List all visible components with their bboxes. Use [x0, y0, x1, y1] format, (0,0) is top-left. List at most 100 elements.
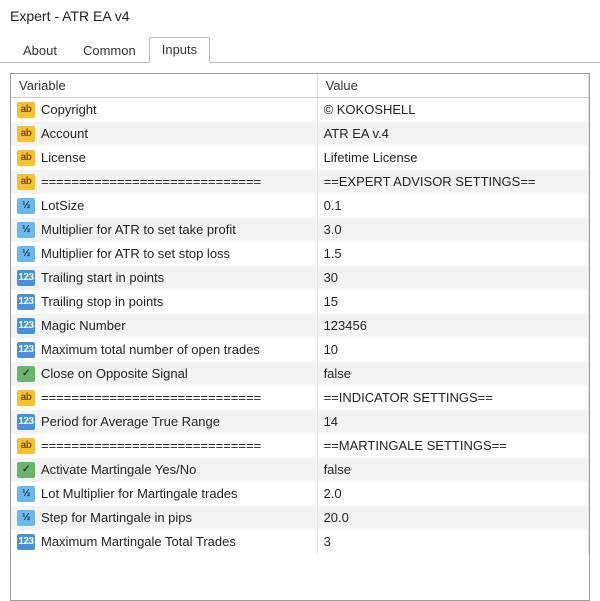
variable-cell: 123 Maximum Martingale Total Trades — [11, 530, 317, 554]
variable-label: Maximum Martingale Total Trades — [41, 534, 236, 549]
table-row[interactable]: ½ Step for Martingale in pips 20.0 — [11, 506, 589, 530]
table-row[interactable]: ab Account ATR EA v.4 — [11, 122, 589, 146]
value-cell[interactable]: Lifetime License — [317, 146, 588, 170]
value-cell[interactable]: ATR EA v.4 — [317, 122, 588, 146]
double-icon: ½ — [17, 486, 35, 502]
variable-cell: ab============================= — [11, 170, 317, 194]
variable-label: Trailing start in points — [41, 270, 164, 285]
variable-label: Maximum total number of open trades — [41, 342, 260, 357]
value-cell[interactable]: 3.0 — [317, 218, 588, 242]
variable-label: ============================= — [41, 438, 261, 453]
variable-cell: ab ============================= — [11, 386, 317, 410]
value-cell[interactable]: 20.0 — [317, 506, 588, 530]
table-row[interactable]: 123Trailing stop in points15 — [11, 290, 589, 314]
variable-label: Multiplier for ATR to set take profit — [41, 222, 236, 237]
int-icon: 123 — [17, 534, 35, 550]
variable-cell: 123 Magic Number — [11, 314, 317, 338]
int-icon: 123 — [17, 318, 35, 334]
variable-cell: ½ Step for Martingale in pips — [11, 506, 317, 530]
string-icon: ab — [17, 102, 35, 118]
string-icon: ab — [17, 150, 35, 166]
value-cell[interactable]: 14 — [317, 410, 588, 434]
variable-label: Close on Opposite Signal — [41, 366, 188, 381]
variable-label: Lot Multiplier for Martingale trades — [41, 486, 238, 501]
variable-cell: ½ Multiplier for ATR to set stop loss — [11, 242, 317, 266]
variable-cell: ½ Lot Multiplier for Martingale trades — [11, 482, 317, 506]
value-cell[interactable]: 10 — [317, 338, 588, 362]
table-row[interactable]: ✓ Activate Martingale Yes/No false — [11, 458, 589, 482]
value-cell[interactable]: false — [317, 362, 588, 386]
value-cell[interactable]: 0.1 — [317, 194, 588, 218]
variable-cell: 123 Trailing start in points — [11, 266, 317, 290]
table-row[interactable]: ab License Lifetime License — [11, 146, 589, 170]
double-icon: ½ — [17, 198, 35, 214]
variable-label: Multiplier for ATR to set stop loss — [41, 246, 230, 261]
table-row[interactable]: ½ Multiplier for ATR to set take profit 3.… — [11, 218, 589, 242]
table-row[interactable]: ½ LotSize 0.1 — [11, 194, 589, 218]
string-icon: ab — [17, 390, 35, 406]
table-row[interactable]: 123 Magic Number 123456 — [11, 314, 589, 338]
value-cell[interactable]: © KOKOSHELL — [317, 98, 588, 122]
tab-about[interactable]: About — [10, 38, 70, 63]
int-icon: 123 — [17, 294, 35, 310]
table-row[interactable]: 123 Maximum Martingale Total Trades 3 — [11, 530, 589, 554]
variable-cell: ½ Multiplier for ATR to set take profit — [11, 218, 317, 242]
double-icon: ½ — [17, 510, 35, 526]
value-cell[interactable]: ==INDICATOR SETTINGS== — [317, 386, 588, 410]
int-icon: 123 — [17, 342, 35, 358]
variable-cell: ab Copyright — [11, 98, 317, 122]
variable-cell: ab License — [11, 146, 317, 170]
value-cell[interactable]: 2.0 — [317, 482, 588, 506]
variable-cell: 123Trailing stop in points — [11, 290, 317, 314]
variable-label: ============================= — [41, 174, 261, 189]
value-cell[interactable]: ==MARTINGALE SETTINGS== — [317, 434, 588, 458]
variable-label: Copyright — [41, 102, 97, 117]
tab-inputs[interactable]: Inputs — [149, 37, 210, 63]
value-cell[interactable]: 30 — [317, 266, 588, 290]
int-icon: 123 — [17, 270, 35, 286]
window-title: Expert - ATR EA v4 — [0, 0, 600, 28]
variable-cell: ✓ Close on Opposite Signal — [11, 362, 317, 386]
inputs-table: Variable Value ab Copyright © KOKOSHELL ab A… — [11, 74, 589, 554]
column-header-value[interactable]: Value — [317, 74, 588, 98]
table-row[interactable]: ab ============================= ==MARTING… — [11, 434, 589, 458]
double-icon: ½ — [17, 222, 35, 238]
variable-cell: ab Account — [11, 122, 317, 146]
variable-cell: ✓ Activate Martingale Yes/No — [11, 458, 317, 482]
string-icon: ab — [17, 126, 35, 142]
table-row[interactable]: ½ Lot Multiplier for Martingale trades 2.0 — [11, 482, 589, 506]
bool-icon: ✓ — [17, 462, 35, 478]
variable-label: Step for Martingale in pips — [41, 510, 192, 525]
value-cell[interactable]: 15 — [317, 290, 588, 314]
string-icon: ab — [17, 438, 35, 454]
variable-label: LotSize — [41, 198, 84, 213]
int-icon: 123 — [17, 414, 35, 430]
inputs-panel: Variable Value ab Copyright © KOKOSHELL ab A… — [10, 73, 590, 601]
variable-cell: ½ LotSize — [11, 194, 317, 218]
tab-bar: About Common Inputs — [0, 28, 600, 63]
value-cell[interactable]: false — [317, 458, 588, 482]
variable-label: License — [41, 150, 86, 165]
double-icon: ½ — [17, 246, 35, 262]
tab-common[interactable]: Common — [70, 38, 149, 63]
table-row[interactable]: 123 Trailing start in points 30 — [11, 266, 589, 290]
value-cell[interactable]: ==EXPERT ADVISOR SETTINGS== — [317, 170, 588, 194]
variable-label: Activate Martingale Yes/No — [41, 462, 196, 477]
table-row[interactable]: ½ Multiplier for ATR to set stop loss 1.5 — [11, 242, 589, 266]
bool-icon: ✓ — [17, 366, 35, 382]
variable-label: ============================= — [41, 390, 261, 405]
variable-label: Magic Number — [41, 318, 126, 333]
variable-label: Account — [41, 126, 88, 141]
column-header-variable[interactable]: Variable — [11, 74, 317, 98]
value-cell[interactable]: 1.5 — [317, 242, 588, 266]
table-row[interactable]: ✓ Close on Opposite Signal false — [11, 362, 589, 386]
value-cell[interactable]: 123456 — [317, 314, 588, 338]
value-cell[interactable]: 3 — [317, 530, 588, 554]
table-row[interactable]: ab ============================= ==INDICAT… — [11, 386, 589, 410]
table-row[interactable]: ab===============================EXPERT … — [11, 170, 589, 194]
table-row[interactable]: ab Copyright © KOKOSHELL — [11, 98, 589, 122]
table-row[interactable]: 123 Period for Average True Range 14 — [11, 410, 589, 434]
table-row[interactable]: 123 Maximum total number of open trades 10 — [11, 338, 589, 362]
variable-cell: 123 Period for Average True Range — [11, 410, 317, 434]
variable-label: Period for Average True Range — [41, 414, 220, 429]
